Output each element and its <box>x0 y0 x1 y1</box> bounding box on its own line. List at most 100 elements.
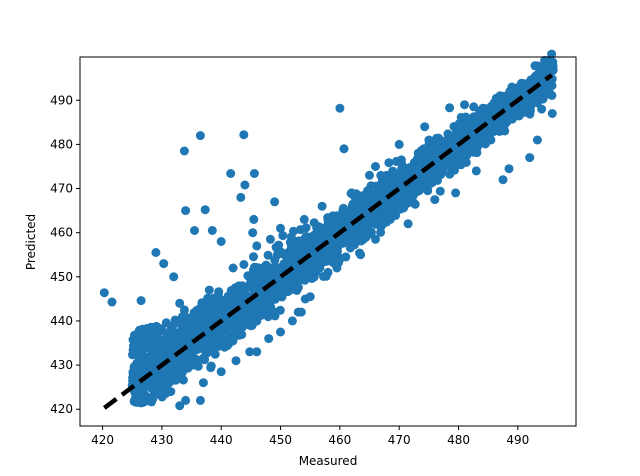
data-point <box>231 356 241 366</box>
data-point <box>228 263 238 273</box>
data-point <box>356 250 366 260</box>
data-point <box>312 223 322 233</box>
data-point <box>265 234 275 244</box>
data-point <box>323 267 333 277</box>
data-point <box>290 250 300 260</box>
data-point <box>517 78 526 88</box>
data-point <box>432 133 442 143</box>
y-tick-label: 440 <box>50 314 73 328</box>
data-point <box>345 243 355 253</box>
reference-line <box>102 73 554 410</box>
data-point <box>423 186 433 196</box>
data-point <box>486 127 496 137</box>
data-point <box>456 160 466 170</box>
data-point <box>201 349 211 359</box>
data-point <box>317 201 327 211</box>
data-point <box>270 197 280 207</box>
data-point <box>249 169 259 178</box>
plot-frame <box>79 56 577 427</box>
data-point <box>207 226 217 235</box>
data-point <box>371 234 380 244</box>
data-point <box>175 401 185 411</box>
data-point <box>278 231 288 241</box>
data-point <box>139 330 149 340</box>
data-point <box>464 124 474 133</box>
data-point <box>525 153 535 163</box>
data-point <box>471 166 481 176</box>
data-point <box>371 162 380 171</box>
data-point <box>532 135 542 145</box>
data-point <box>547 109 557 118</box>
data-point <box>204 285 214 295</box>
y-tick-label: 430 <box>50 358 73 372</box>
data-point <box>264 334 274 344</box>
data-point <box>478 103 488 113</box>
data-point <box>99 288 109 298</box>
data-point <box>282 278 292 288</box>
y-axis-ticks: 420 430 440 450 460 470 480 490 <box>50 93 80 416</box>
data-point <box>190 226 199 235</box>
data-point <box>332 221 342 231</box>
data-point <box>179 146 189 156</box>
data-point <box>397 158 406 168</box>
data-point <box>299 214 309 224</box>
data-point <box>216 237 226 246</box>
data-point <box>353 232 363 242</box>
data-point <box>394 139 404 149</box>
data-point <box>411 162 421 172</box>
data-point <box>365 170 374 180</box>
data-point <box>486 135 496 145</box>
data-point <box>206 302 216 311</box>
data-point <box>172 339 182 349</box>
data-point <box>537 104 547 114</box>
data-point <box>136 296 146 306</box>
data-point <box>181 395 191 405</box>
data-point <box>454 124 463 134</box>
data-point <box>545 79 555 89</box>
data-point <box>197 298 207 308</box>
data-point <box>251 311 261 321</box>
data-point <box>214 339 224 349</box>
data-point <box>366 191 376 200</box>
x-tick-label: 450 <box>269 433 292 447</box>
data-point <box>248 228 258 238</box>
data-point <box>516 86 526 96</box>
y-tick-label: 480 <box>50 137 73 151</box>
data-point <box>159 259 169 269</box>
data-point <box>130 340 139 350</box>
data-point <box>305 292 315 302</box>
data-point <box>486 101 496 111</box>
data-point <box>411 187 421 197</box>
data-point <box>198 378 208 388</box>
data-point <box>451 188 461 198</box>
data-point <box>249 214 259 224</box>
data-point <box>410 199 420 209</box>
data-point <box>107 297 117 307</box>
y-tick-label: 470 <box>50 182 73 196</box>
data-point <box>250 301 260 311</box>
x-tick-label: 420 <box>91 433 114 447</box>
data-point <box>467 145 477 155</box>
data-point <box>157 349 167 359</box>
data-point <box>169 272 179 282</box>
data-point <box>180 311 189 320</box>
data-point <box>356 192 366 202</box>
data-point <box>263 312 273 322</box>
data-point <box>393 170 403 180</box>
data-point <box>287 316 297 326</box>
data-point <box>544 62 554 72</box>
data-point <box>213 309 223 319</box>
x-tick-label: 460 <box>328 433 351 447</box>
data-point <box>256 276 266 286</box>
data-point <box>289 226 298 236</box>
data-point <box>133 396 143 406</box>
data-point <box>341 252 351 262</box>
data-point <box>236 192 246 202</box>
x-tick-label: 430 <box>150 433 173 447</box>
data-point <box>275 282 285 292</box>
data-point <box>246 321 256 331</box>
y-tick-label: 450 <box>50 270 73 284</box>
data-point <box>295 225 305 235</box>
data-point <box>347 223 357 233</box>
